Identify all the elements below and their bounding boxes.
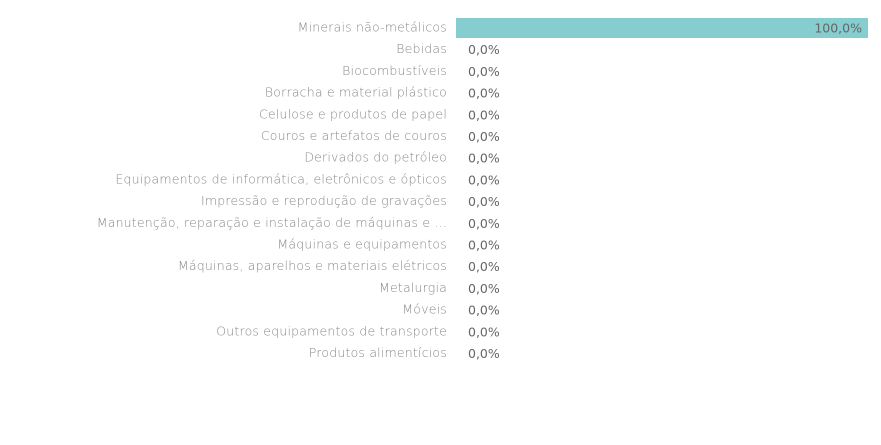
- value-label: 0,0%: [468, 346, 500, 361]
- value-label: 0,0%: [468, 259, 500, 274]
- value-label: 0,0%: [468, 172, 500, 187]
- bar: [456, 18, 868, 38]
- category-label: Equipamentos de informática, eletrônicos…: [115, 171, 447, 186]
- category-label: Móveis: [402, 302, 447, 317]
- value-label: 0,0%: [468, 281, 500, 296]
- value-label: 0,0%: [468, 303, 500, 318]
- value-label: 0,0%: [468, 324, 500, 339]
- category-label: Borracha e material plástico: [265, 85, 447, 100]
- value-label: 0,0%: [468, 238, 500, 253]
- category-label: Minerais não-metálicos: [298, 20, 447, 35]
- category-label: Biocombustíveis: [342, 63, 447, 78]
- category-label: Produtos alimentícios: [309, 345, 447, 360]
- value-label: 100,0%: [814, 21, 862, 36]
- category-label: Impressão e reprodução de gravações: [201, 193, 447, 208]
- value-label: 0,0%: [468, 42, 500, 57]
- category-label: Couros e artefatos de couros: [261, 128, 447, 143]
- value-label: 0,0%: [468, 129, 500, 144]
- value-label: 0,0%: [468, 107, 500, 122]
- category-label: Manutenção, reparação e instalação de má…: [97, 215, 447, 230]
- value-label: 0,0%: [468, 86, 500, 101]
- category-label: Derivados do petróleo: [304, 150, 447, 165]
- value-label: 0,0%: [468, 194, 500, 209]
- value-label: 0,0%: [468, 64, 500, 79]
- value-label: 0,0%: [468, 151, 500, 166]
- category-label: Bebidas: [396, 41, 447, 56]
- category-label: Outros equipamentos de transporte: [216, 323, 447, 338]
- category-label: Metalurgia: [379, 280, 447, 295]
- category-label: Celulose e produtos de papel: [259, 106, 447, 121]
- value-label: 0,0%: [468, 216, 500, 231]
- category-label: Máquinas, aparelhos e materiais elétrico…: [178, 258, 447, 273]
- category-label: Máquinas e equipamentos: [277, 237, 447, 252]
